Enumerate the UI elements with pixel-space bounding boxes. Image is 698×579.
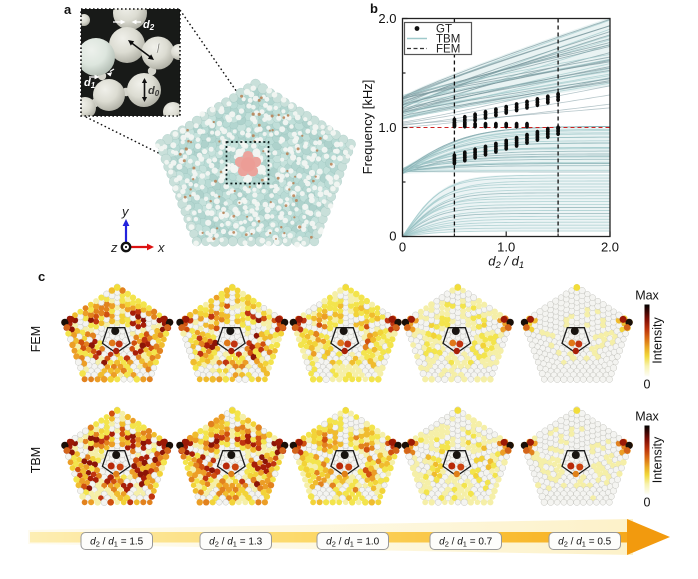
svg-text:TBM: TBM: [436, 34, 460, 46]
svg-text:Frequency [kHz]: Frequency [kHz]: [360, 80, 375, 175]
svg-text:FEM: FEM: [436, 44, 460, 56]
svg-text:GT: GT: [436, 24, 452, 36]
svg-text:d1: d1: [84, 77, 96, 90]
svg-text:0: 0: [644, 496, 651, 510]
svg-text:l: l: [157, 44, 160, 56]
svg-text:Max: Max: [635, 289, 659, 303]
svg-text:Intensity: Intensity: [651, 436, 665, 483]
svg-text:x: x: [157, 240, 165, 255]
svg-text:2.0: 2.0: [378, 11, 396, 26]
svg-text:d2 / d1 = 1.3: d2 / d1 = 1.3: [209, 537, 263, 549]
svg-text:d2 / d1 = 1.5: d2 / d1 = 1.5: [90, 537, 144, 549]
svg-text:d2 / d1 = 0.5: d2 / d1 = 0.5: [558, 537, 612, 549]
svg-text:z: z: [110, 240, 118, 255]
svg-text:d2 / d1 = 1.0: d2 / d1 = 1.0: [326, 537, 380, 549]
svg-text:c: c: [38, 269, 45, 284]
svg-text:1.0: 1.0: [497, 240, 515, 255]
svg-text:y: y: [121, 204, 130, 219]
svg-text:a: a: [64, 2, 72, 17]
svg-text:FEM: FEM: [29, 326, 43, 352]
svg-text:0: 0: [389, 229, 396, 244]
svg-text:1.0: 1.0: [378, 120, 396, 135]
svg-text:TBM: TBM: [29, 447, 43, 473]
svg-text:2.0: 2.0: [601, 240, 619, 255]
svg-text:d2 / d1: d2 / d1: [488, 254, 524, 272]
svg-text:b: b: [370, 1, 378, 16]
svg-text:d2: d2: [143, 19, 155, 32]
svg-text:Intensity: Intensity: [651, 316, 665, 363]
svg-text:0: 0: [399, 240, 406, 255]
svg-text:l: l: [156, 43, 159, 55]
svg-text:d2 / d1 = 0.7: d2 / d1 = 0.7: [439, 537, 493, 549]
svg-text:Max: Max: [635, 410, 659, 424]
svg-text:0: 0: [644, 378, 651, 392]
svg-text:d0: d0: [148, 85, 160, 98]
